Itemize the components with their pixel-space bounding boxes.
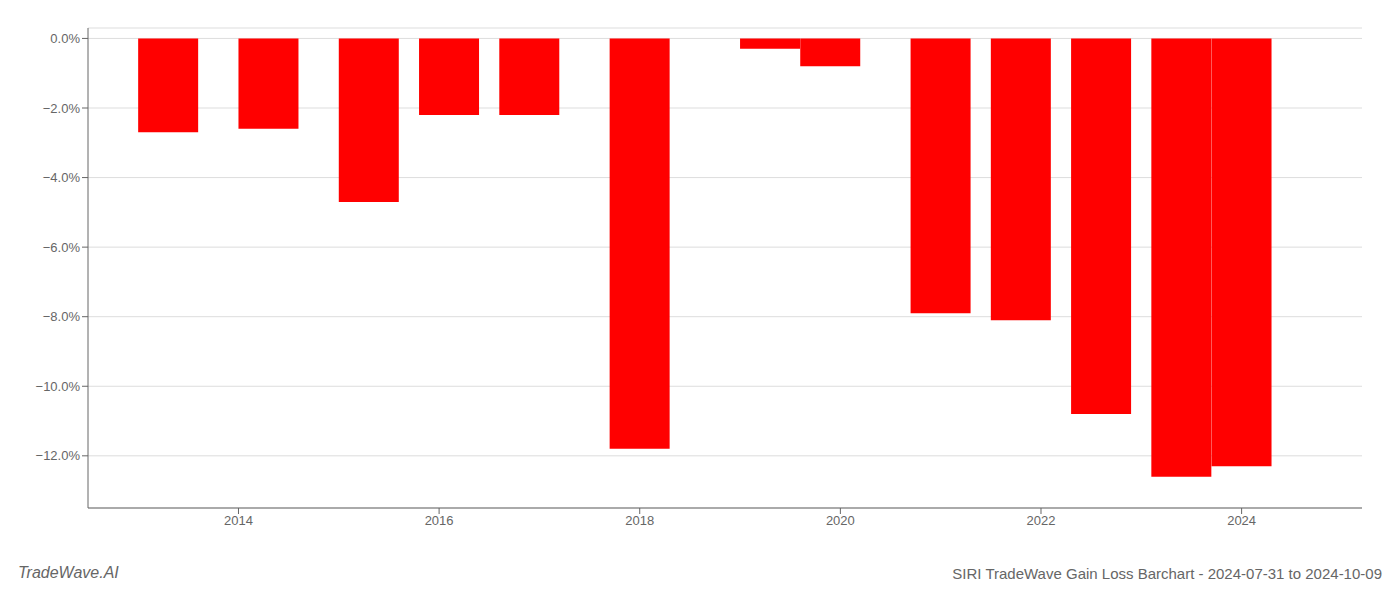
svg-text:−6.0%: −6.0%: [43, 240, 81, 255]
html-text:SIRI TradeWave Gain Loss Barch: SIRI TradeWave Gain Loss Barchart - 2024…: [952, 565, 1382, 582]
svg-text:2016: 2016: [425, 513, 454, 528]
svg-text:2024: 2024: [1227, 513, 1256, 528]
svg-text:−8.0%: −8.0%: [43, 309, 81, 324]
svg-text:−10.0%: −10.0%: [36, 379, 81, 394]
svg-text:2022: 2022: [1027, 513, 1056, 528]
svg-text:2020: 2020: [826, 513, 855, 528]
svg-text:0.0%: 0.0%: [50, 31, 80, 46]
svg-text:−12.0%: −12.0%: [36, 448, 81, 463]
html-text:TradeWave.AI: TradeWave.AI: [18, 564, 119, 581]
svg-text:2014: 2014: [224, 513, 253, 528]
svg-text:−2.0%: −2.0%: [43, 101, 81, 116]
svg-text:−4.0%: −4.0%: [43, 170, 81, 185]
svg-text:2018: 2018: [625, 513, 654, 528]
